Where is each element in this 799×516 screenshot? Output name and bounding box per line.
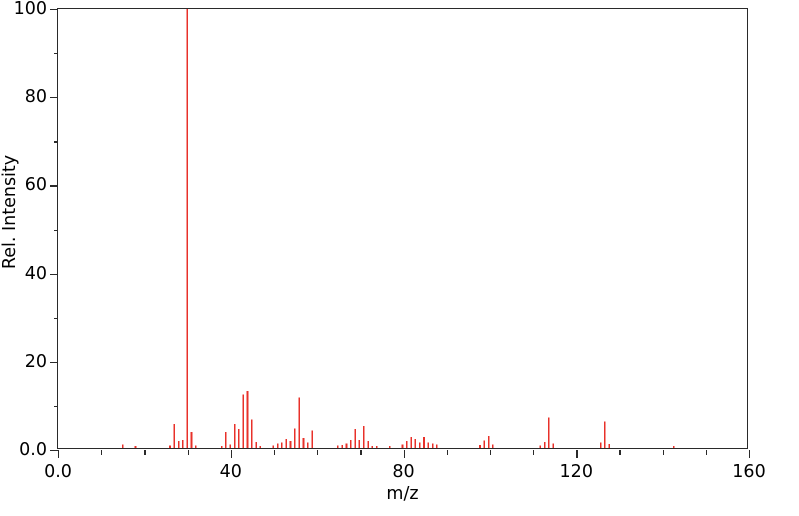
x-tick-label: 120 <box>559 462 593 482</box>
y-tick-major <box>50 273 58 275</box>
y-tick-major <box>50 185 58 187</box>
x-tick-major <box>749 450 751 458</box>
x-tick-major <box>576 450 578 458</box>
y-tick-minor <box>53 317 58 319</box>
x-tick-minor <box>360 450 362 455</box>
y-tick-label: 100 <box>13 0 47 19</box>
x-tick-minor <box>619 450 621 455</box>
x-tick-minor <box>446 450 448 455</box>
x-tick-major <box>58 450 60 458</box>
y-tick-major <box>50 450 58 452</box>
y-axis-label-container: Rel. Intensity <box>0 8 20 449</box>
x-tick-major <box>403 450 405 458</box>
y-tick-minor <box>53 141 58 143</box>
spectrum-trace <box>121 9 675 448</box>
y-tick-minor <box>53 53 58 55</box>
x-tick-minor <box>489 450 492 455</box>
y-tick-label: 20 <box>24 351 47 372</box>
x-tick-label: 80 <box>392 462 415 482</box>
x-tick-minor <box>273 450 276 455</box>
y-tick-label: 80 <box>24 87 47 108</box>
x-axis-label: m/z <box>386 484 419 504</box>
x-tick-minor <box>317 450 319 455</box>
y-tick-minor <box>53 405 58 408</box>
x-tick-label: 0.0 <box>44 462 72 482</box>
x-tick-minor <box>144 450 146 455</box>
x-tick-minor <box>705 450 708 455</box>
y-tick-major <box>50 361 58 364</box>
y-tick-label: 0.0 <box>19 440 47 460</box>
x-tick-major <box>230 450 233 458</box>
y-tick-label: 40 <box>24 263 47 284</box>
plot-area: 0.0 20 40 60 80 100 0.0 40 80 120 160 <box>14 0 766 482</box>
x-tick-minor <box>187 450 189 455</box>
y-tick-major <box>50 9 58 11</box>
y-tick-major <box>50 97 58 99</box>
x-tick-minor <box>533 450 535 455</box>
y-axis-label: Rel. Intensity <box>0 154 20 270</box>
x-tick-minor <box>662 450 664 455</box>
y-tick-label: 60 <box>24 175 47 196</box>
y-tick-minor <box>53 229 58 231</box>
x-tick-label: 160 <box>732 462 766 482</box>
x-tick-label: 40 <box>219 462 242 482</box>
x-tick-minor <box>101 450 103 455</box>
